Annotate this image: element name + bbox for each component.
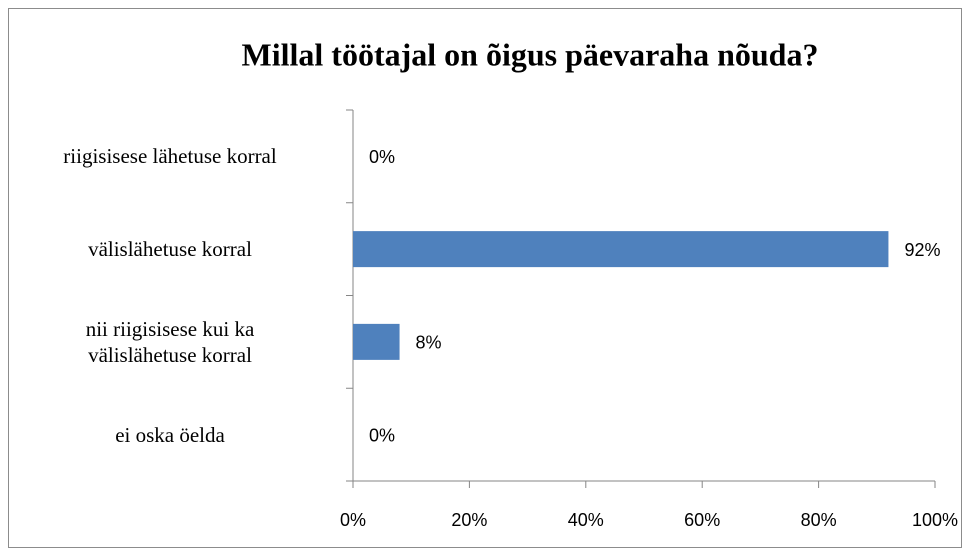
x-tick-label: 60% [684,510,720,530]
x-tick-label: 40% [568,510,604,530]
data-label: 0% [369,425,395,445]
category-label: välislähetuse korral [88,237,252,262]
data-label: 8% [416,333,442,353]
chart: Millal töötajal on õigus päevaraha nõuda… [242,36,959,530]
category-label: nii riigisisese kui ka välislähetuse kor… [85,316,255,367]
x-tick-label: 100% [912,510,958,530]
data-label: 92% [904,240,940,260]
bar [353,323,400,360]
category-label: riigisisese lähetuse korral [63,144,277,169]
data-label: 0% [369,147,395,167]
category-label: ei oska öelda [115,422,225,447]
x-tick-label: 0% [340,510,366,530]
bar [353,231,889,268]
x-tick-label: 20% [451,510,487,530]
chart-title: Millal töötajal on õigus päevaraha nõuda… [242,36,819,72]
x-tick-label: 80% [801,510,837,530]
page: Millal töötajal on õigus päevaraha nõuda… [8,8,962,548]
